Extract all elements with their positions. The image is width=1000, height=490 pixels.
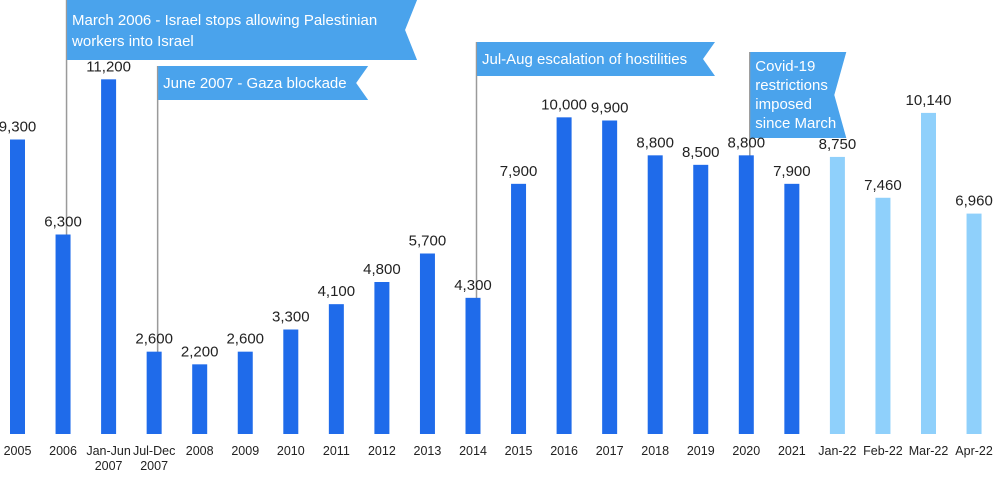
bar-13 [602,120,618,434]
x-tick-label-14: 2018 [641,444,669,458]
bar-18 [829,156,845,434]
value-label-20: 10,140 [906,92,952,109]
value-label-2: 11,200 [86,58,131,75]
x-tick-label-17: 2021 [778,444,806,458]
x-tick-label-15: 2019 [687,444,715,458]
annotation-flag-3 [750,52,847,138]
value-label-9: 5,700 [409,233,447,250]
value-label-17: 7,900 [773,163,811,180]
value-label-0: 9,300 [0,119,36,136]
x-tick-label-11: 2015 [505,444,533,458]
bar-15 [693,164,709,435]
value-label-11: 7,900 [500,163,538,180]
x-tick-label-5: 2009 [231,444,259,458]
bar-6 [283,329,299,434]
bar-19 [875,197,891,434]
bar-2 [101,79,117,434]
x-tick-label-13: 2017 [596,444,624,458]
annotation-text-0: March 2006 - Israel stops allowing Pales… [71,12,377,50]
value-label-15: 8,500 [682,144,720,161]
x-tick-label-20: Mar-22 [909,444,949,458]
x-tick-label-2: Jan-Jun 2007 [86,444,131,473]
annotation-0: March 2006 - Israel stops allowing Pales… [65,0,418,262]
value-label-21: 6,960 [955,193,993,210]
value-label-7: 4,100 [318,283,356,300]
value-label-3: 2,600 [135,331,173,348]
value-label-5: 2,600 [226,331,264,348]
x-tick-label-19: Feb-22 [863,444,903,458]
value-label-6: 3,300 [272,309,310,326]
bar-17 [784,183,800,434]
bar-12 [556,117,572,434]
bar-21 [966,213,982,434]
annotation-flag-2 [477,42,715,76]
bar-9 [419,253,435,434]
annotation-flag-1 [158,66,369,100]
bar-7 [328,304,344,434]
annotation-text-2: Jul-Aug escalation of hostilities [482,51,687,68]
bar-11 [511,183,527,434]
bar-20 [921,112,936,435]
value-label-13: 9,900 [591,100,629,117]
bar-3 [146,351,162,434]
value-label-1: 6,300 [44,214,82,231]
value-label-14: 8,800 [636,134,674,151]
bar-4 [192,364,208,434]
value-label-8: 4,800 [363,261,401,278]
x-tick-label-8: 2012 [368,444,396,458]
bar-10 [465,297,481,434]
value-label-12: 10,000 [541,96,587,113]
bar-8 [374,282,390,434]
annotation-2: Jul-Aug escalation of hostilities [475,42,715,318]
x-tick-label-1: 2006 [49,444,77,458]
value-label-18: 8,750 [819,136,857,153]
bar-5 [237,351,253,434]
value-labels-layer: 9,300 6,300 11,200 2,600 2,200 2,600 3,300 4,10… [0,58,993,360]
annotation-flag-0 [67,0,418,60]
x-tick-label-16: 2020 [732,444,760,458]
annotation-1: June 2007 - Gaza blockade [156,66,369,362]
x-tick-label-4: 2008 [186,444,214,458]
bars-layer [10,79,982,435]
value-label-4: 2,200 [181,343,219,360]
annotations-layer: March 2006 - Israel stops allowing Pales… [65,0,847,362]
x-tick-label-9: 2013 [414,444,442,458]
value-label-19: 7,460 [864,177,902,194]
annotation-text-3: Covid-19 restrictions imposed since March [755,58,836,132]
value-label-16: 8,800 [728,134,766,151]
bar-16 [738,155,754,435]
bar-1 [55,234,71,434]
x-tick-label-10: 2014 [459,444,487,458]
x-tick-label-6: 2010 [277,444,305,458]
x-tick-label-0: 2005 [4,444,32,458]
x-tick-label-21: Apr-22 [955,444,993,458]
x-tick-label-18: Jan-22 [818,444,856,458]
bar-14 [647,155,663,435]
value-label-10: 4,300 [454,277,492,294]
x-tick-label-12: 2016 [550,444,578,458]
x-tick-label-7: 2011 [323,444,350,458]
annotation-text-1: June 2007 - Gaza blockade [163,75,346,92]
x-tick-label-3: Jul-Dec 2007 [133,444,175,473]
bar-0 [10,139,25,434]
